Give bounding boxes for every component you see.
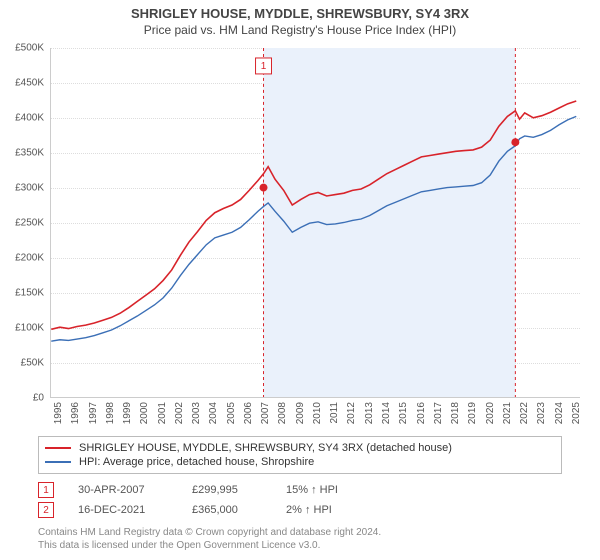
sale-row-1: 1 30-APR-2007 £299,995 15% ↑ HPI: [38, 480, 338, 500]
y-tick-label: £350K: [0, 148, 44, 159]
x-tick-label: 2006: [243, 402, 254, 424]
x-tick-label: 2002: [174, 402, 185, 424]
chart-container: SHRIGLEY HOUSE, MYDDLE, SHREWSBURY, SY4 …: [0, 0, 600, 560]
y-tick-label: £50K: [0, 358, 44, 369]
x-tick-label: 2016: [416, 402, 427, 424]
x-tick-label: 2004: [208, 402, 219, 424]
sale-date-2: 16-DEC-2021: [78, 504, 168, 516]
x-tick-label: 1998: [105, 402, 116, 424]
x-tick-label: 2024: [554, 402, 565, 424]
chart-title: SHRIGLEY HOUSE, MYDDLE, SHREWSBURY, SY4 …: [0, 0, 600, 21]
x-tick-label: 2025: [571, 402, 582, 424]
x-tick-label: 2001: [157, 402, 168, 424]
sale-marker-1: 1: [38, 482, 54, 498]
x-tick-label: 2005: [226, 402, 237, 424]
plot-svg: 12: [51, 48, 580, 397]
shaded-ownership-region: [264, 48, 516, 397]
sale-hpi-1: 15% ↑ HPI: [286, 484, 338, 496]
x-tick-label: 2014: [381, 402, 392, 424]
footer: Contains HM Land Registry data © Crown c…: [38, 526, 381, 552]
x-tick-label: 2019: [467, 402, 478, 424]
sale-date-1: 30-APR-2007: [78, 484, 168, 496]
x-tick-label: 2010: [312, 402, 323, 424]
x-tick-label: 2012: [346, 402, 357, 424]
x-tick-label: 2008: [277, 402, 288, 424]
legend-row-series-2: HPI: Average price, detached house, Shro…: [45, 455, 555, 469]
x-tick-label: 2023: [536, 402, 547, 424]
y-tick-label: £250K: [0, 218, 44, 229]
plot-area: 12: [50, 48, 580, 398]
y-tick-label: £300K: [0, 183, 44, 194]
x-tick-label: 2017: [433, 402, 444, 424]
sales-table: 1 30-APR-2007 £299,995 15% ↑ HPI 2 16-DE…: [38, 480, 338, 520]
x-tick-label: 1999: [122, 402, 133, 424]
y-tick-label: £0: [0, 393, 44, 404]
y-tick-label: £150K: [0, 288, 44, 299]
y-tick-label: £500K: [0, 43, 44, 54]
legend-row-series-1: SHRIGLEY HOUSE, MYDDLE, SHREWSBURY, SY4 …: [45, 441, 555, 455]
y-tick-label: £200K: [0, 253, 44, 264]
legend-label-2: HPI: Average price, detached house, Shro…: [79, 456, 314, 468]
x-tick-label: 2007: [260, 402, 271, 424]
footer-line-1: Contains HM Land Registry data © Crown c…: [38, 526, 381, 539]
sale-row-2: 2 16-DEC-2021 £365,000 2% ↑ HPI: [38, 500, 338, 520]
sale-dot: [511, 138, 519, 146]
y-tick-label: £450K: [0, 78, 44, 89]
x-tick-label: 1997: [88, 402, 99, 424]
footer-line-2: This data is licensed under the Open Gov…: [38, 539, 381, 552]
x-tick-label: 2022: [519, 402, 530, 424]
y-tick-label: £100K: [0, 323, 44, 334]
legend-label-1: SHRIGLEY HOUSE, MYDDLE, SHREWSBURY, SY4 …: [79, 442, 452, 454]
sale-hpi-2: 2% ↑ HPI: [286, 504, 332, 516]
sale-price-1: £299,995: [192, 484, 262, 496]
x-tick-label: 2015: [398, 402, 409, 424]
x-tick-label: 2020: [485, 402, 496, 424]
x-tick-label: 2003: [191, 402, 202, 424]
x-tick-label: 1995: [53, 402, 64, 424]
legend-swatch-1: [45, 447, 71, 449]
x-tick-label: 2009: [295, 402, 306, 424]
x-tick-label: 1996: [70, 402, 81, 424]
x-tick-label: 2000: [139, 402, 150, 424]
sale-price-2: £365,000: [192, 504, 262, 516]
x-tick-label: 2021: [502, 402, 513, 424]
sale-marker-2: 2: [38, 502, 54, 518]
x-tick-label: 2013: [364, 402, 375, 424]
x-tick-label: 2018: [450, 402, 461, 424]
legend-swatch-2: [45, 461, 71, 463]
y-tick-label: £400K: [0, 113, 44, 124]
x-tick-label: 2011: [329, 402, 340, 424]
sale-marker-number: 1: [261, 61, 267, 72]
sale-dot: [260, 184, 268, 192]
chart-subtitle: Price paid vs. HM Land Registry's House …: [0, 21, 600, 41]
legend: SHRIGLEY HOUSE, MYDDLE, SHREWSBURY, SY4 …: [38, 436, 562, 474]
